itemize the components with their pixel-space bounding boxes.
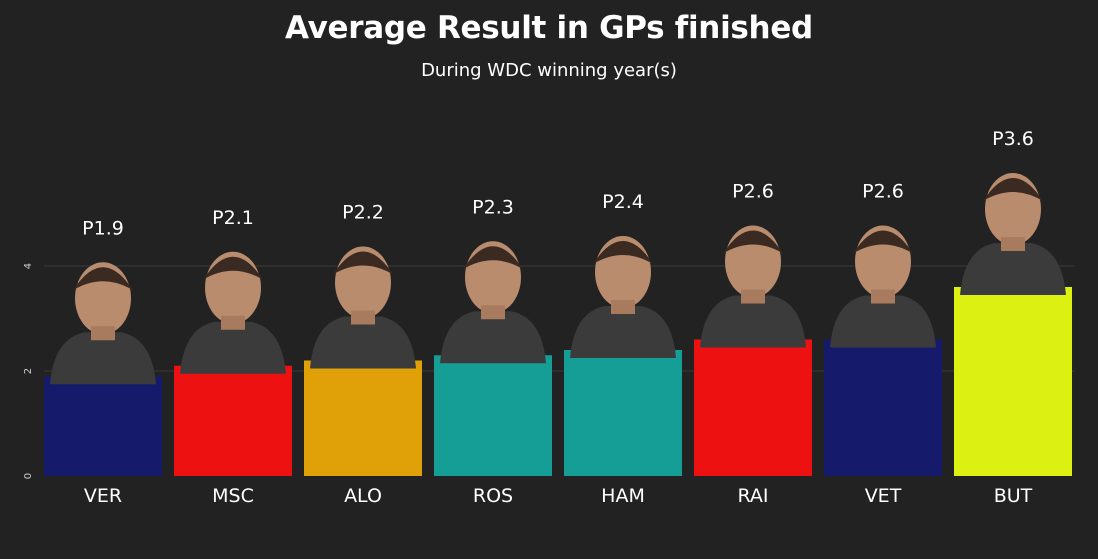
data-label: P2.6 xyxy=(862,181,904,203)
driver-portrait-icon xyxy=(180,251,286,374)
data-label: P2.3 xyxy=(472,196,514,218)
y-tick-label: 0 xyxy=(23,473,34,479)
chart-subtitle: During WDC winning year(s) xyxy=(421,60,677,81)
bar-rai xyxy=(694,339,812,476)
x-tick-label: ALO xyxy=(344,485,382,507)
driver-portrait-icon xyxy=(700,225,806,348)
x-tick-label: VER xyxy=(84,485,122,507)
y-tick-label: 4 xyxy=(23,263,34,269)
driver-portrait-icon xyxy=(310,246,416,369)
x-tick-label: BUT xyxy=(994,485,1033,507)
driver-portrait-icon xyxy=(960,173,1066,295)
data-label: P2.4 xyxy=(602,191,644,213)
data-label: P1.9 xyxy=(82,217,124,239)
bar-but xyxy=(954,287,1072,476)
driver-portrait-icon xyxy=(50,262,156,385)
bar-msc xyxy=(174,365,292,476)
bar-ver xyxy=(44,376,162,476)
x-tick-label: ROS xyxy=(473,485,513,507)
x-tick-label: RAI xyxy=(737,485,768,507)
y-tick-label: 2 xyxy=(23,368,34,374)
bar-ros xyxy=(434,355,552,476)
x-tick-label: VET xyxy=(865,485,902,507)
data-label: P3.6 xyxy=(992,128,1034,150)
bar-ham xyxy=(564,350,682,476)
data-label: P2.2 xyxy=(342,202,384,224)
driver-portrait-icon xyxy=(830,225,936,348)
driver-portrait-icon xyxy=(570,236,676,358)
bar-alo xyxy=(304,360,422,476)
data-label: P2.1 xyxy=(212,207,254,229)
x-tick-label: HAM xyxy=(601,485,645,507)
bar-vet xyxy=(824,339,942,476)
driver-portrait-icon xyxy=(440,241,546,364)
data-label: P2.6 xyxy=(732,181,774,203)
chart-title: Average Result in GPs finished xyxy=(285,10,813,46)
x-tick-label: MSC xyxy=(212,485,254,507)
